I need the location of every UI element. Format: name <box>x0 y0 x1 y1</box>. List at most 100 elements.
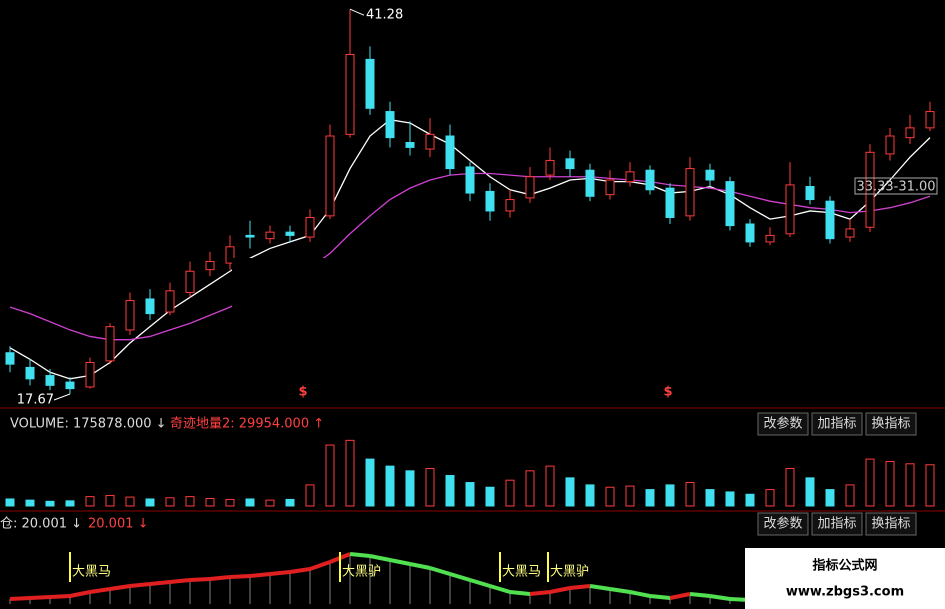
button-label[interactable]: 加指标 <box>817 417 856 432</box>
volume-bar <box>445 475 455 507</box>
redaction <box>232 258 712 348</box>
volume-bar <box>785 467 795 507</box>
volume-bar <box>465 482 475 507</box>
button-label[interactable]: 换指标 <box>871 417 910 432</box>
pointer <box>349 8 365 16</box>
volume-bar <box>765 489 775 507</box>
candle-body <box>845 228 855 238</box>
candle-body <box>705 169 715 181</box>
button[interactable] <box>811 512 863 536</box>
candle-body <box>545 159 555 176</box>
indicator-segment <box>9 596 31 601</box>
indicator-value: 20.001 ↓ <box>88 517 149 532</box>
candle-body <box>125 300 135 331</box>
candle-body <box>465 166 475 194</box>
indicator-segment <box>109 584 131 591</box>
volume-bar <box>385 465 395 507</box>
indicator-segment <box>209 575 231 581</box>
button[interactable] <box>865 512 917 536</box>
candle-body <box>685 168 695 217</box>
indicator-segment <box>89 587 111 594</box>
watermark-url: www.zbgs3.com <box>786 585 904 600</box>
button-label[interactable]: 改参数 <box>763 516 802 532</box>
volume-bar <box>925 464 935 507</box>
button-label[interactable]: 改参数 <box>763 416 802 432</box>
button[interactable] <box>865 412 917 436</box>
candle-body <box>105 326 115 362</box>
volume-bar <box>565 477 575 507</box>
indicator-segment <box>229 574 251 579</box>
volume-bar <box>685 482 695 507</box>
volume-indicator: 奇迹地量2: 29954.000 ↑ <box>170 416 324 432</box>
candle-body <box>385 111 395 139</box>
volume-bar <box>165 497 175 507</box>
candle-body <box>625 171 635 183</box>
volume-bar <box>545 465 555 507</box>
candle-body <box>285 231 295 236</box>
candle-body <box>325 135 335 217</box>
indicator-segment <box>189 577 211 582</box>
volume-bar <box>885 460 895 507</box>
indicator-segment <box>509 590 531 596</box>
button-label[interactable]: 加指标 <box>817 517 856 532</box>
low-label: 17.67 <box>17 392 54 407</box>
volume-bar <box>345 439 355 507</box>
volume-bar <box>665 484 675 507</box>
high-label: 41.28 <box>366 8 403 23</box>
candle-body <box>5 352 15 365</box>
indicator-segment <box>69 590 91 598</box>
candle-body <box>925 111 935 129</box>
button[interactable] <box>757 512 809 536</box>
indicator-segment <box>409 562 431 570</box>
candle-body <box>745 223 755 243</box>
candle-body <box>825 200 835 240</box>
candle-body <box>445 135 455 170</box>
volume-bar <box>905 463 915 507</box>
candle-body <box>865 151 875 228</box>
volume-bar <box>865 458 875 507</box>
candle-body <box>805 186 815 201</box>
button[interactable] <box>811 412 863 436</box>
button-label[interactable]: 换指标 <box>871 517 910 532</box>
volume-bar <box>65 500 75 507</box>
signal: $ <box>663 385 672 400</box>
candle-body <box>45 375 55 386</box>
indicator-segment <box>629 590 651 598</box>
volume-bar <box>845 484 855 507</box>
candle-body <box>225 246 235 264</box>
volume-bar <box>105 494 115 507</box>
indicator-segment <box>489 584 511 594</box>
candle-body <box>725 181 735 227</box>
volume-bar <box>585 484 595 507</box>
candle-body <box>265 231 275 240</box>
volume-bar <box>425 467 435 507</box>
candle-body <box>365 58 375 109</box>
indicator-segment <box>349 552 371 558</box>
volume-bar <box>85 496 95 507</box>
indicator-segment <box>549 586 571 594</box>
indicator-segment <box>309 560 331 571</box>
volume-bar <box>5 498 15 507</box>
volume-bar <box>525 470 535 507</box>
marker-label: 大黑驴 <box>342 564 381 580</box>
indicator-segment <box>369 554 391 562</box>
candle-body <box>165 290 175 313</box>
candle-body <box>525 176 535 199</box>
button[interactable] <box>757 412 809 436</box>
candle-body <box>245 234 255 238</box>
candle-body <box>765 234 775 243</box>
volume-bar <box>125 496 135 507</box>
candle-body <box>85 362 95 388</box>
volume-bar <box>25 499 35 507</box>
volume-bar <box>485 486 495 507</box>
volume-bar <box>705 489 715 507</box>
candle-body <box>565 158 575 170</box>
watermark-title: 指标公式网 <box>812 558 877 574</box>
volume-bar <box>205 497 215 507</box>
volume-bar <box>725 491 735 507</box>
volume-bar <box>245 498 255 507</box>
indicator-segment <box>269 570 291 576</box>
indicator-segment <box>469 578 491 588</box>
volume-bar <box>625 485 635 507</box>
